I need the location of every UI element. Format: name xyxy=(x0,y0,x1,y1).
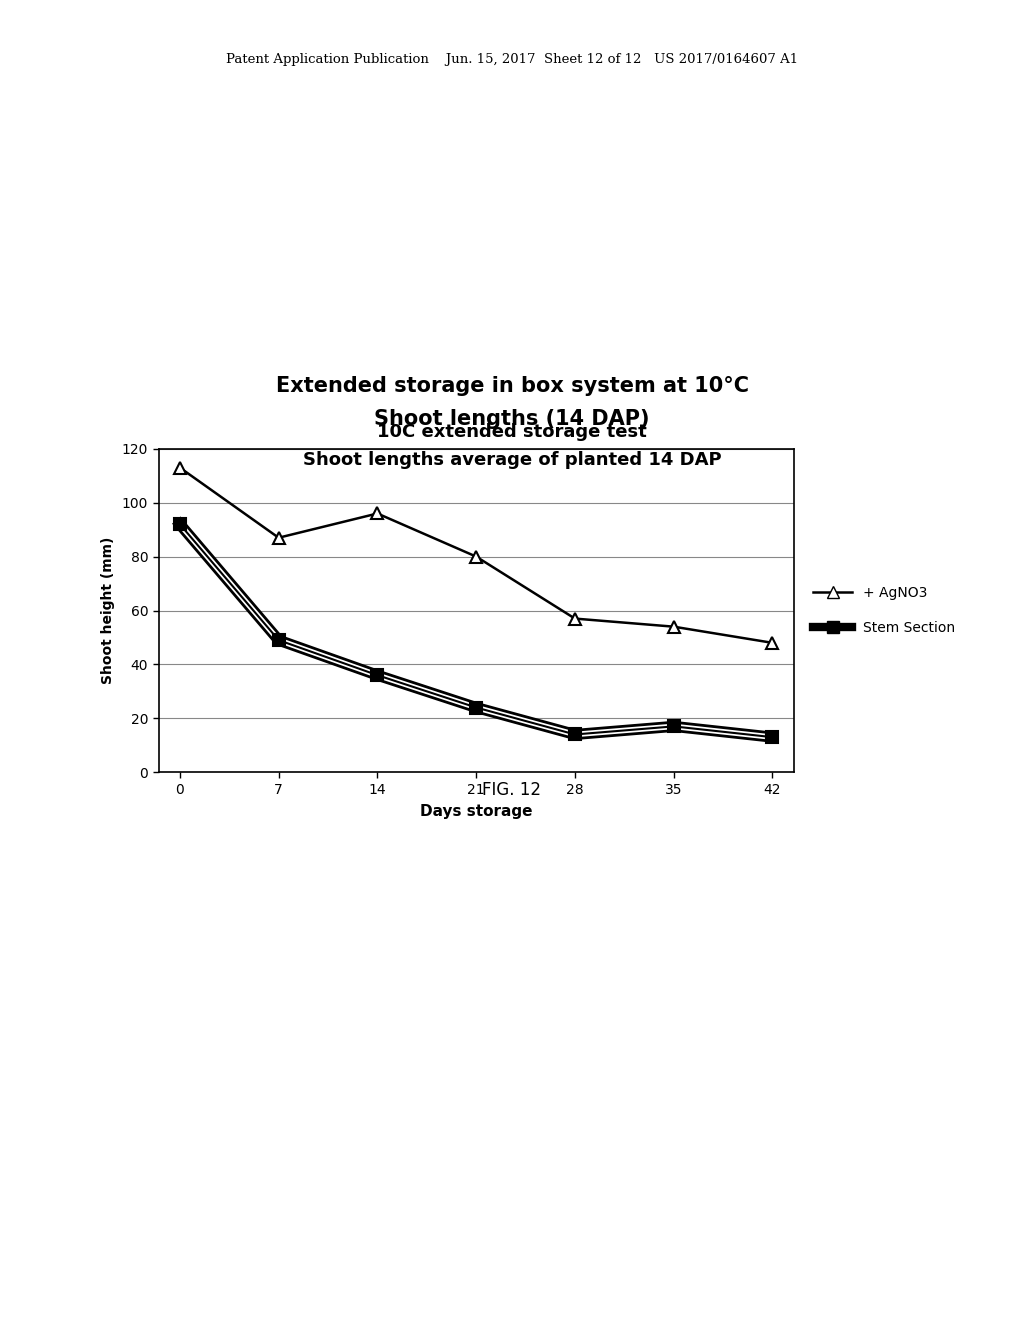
Text: Extended storage in box system at 10°C: Extended storage in box system at 10°C xyxy=(275,376,749,396)
Text: FIG. 12: FIG. 12 xyxy=(482,781,542,800)
Y-axis label: Shoot height (mm): Shoot height (mm) xyxy=(101,537,115,684)
X-axis label: Days storage: Days storage xyxy=(420,804,532,818)
Text: Patent Application Publication    Jun. 15, 2017  Sheet 12 of 12   US 2017/016460: Patent Application Publication Jun. 15, … xyxy=(226,53,798,66)
Text: Shoot lengths (14 DAP): Shoot lengths (14 DAP) xyxy=(374,409,650,429)
Text: 10C extended storage test: 10C extended storage test xyxy=(377,422,647,441)
Text: Shoot lengths average of planted 14 DAP: Shoot lengths average of planted 14 DAP xyxy=(303,450,721,469)
Legend: + AgNO3, Stem Section: + AgNO3, Stem Section xyxy=(813,586,955,635)
